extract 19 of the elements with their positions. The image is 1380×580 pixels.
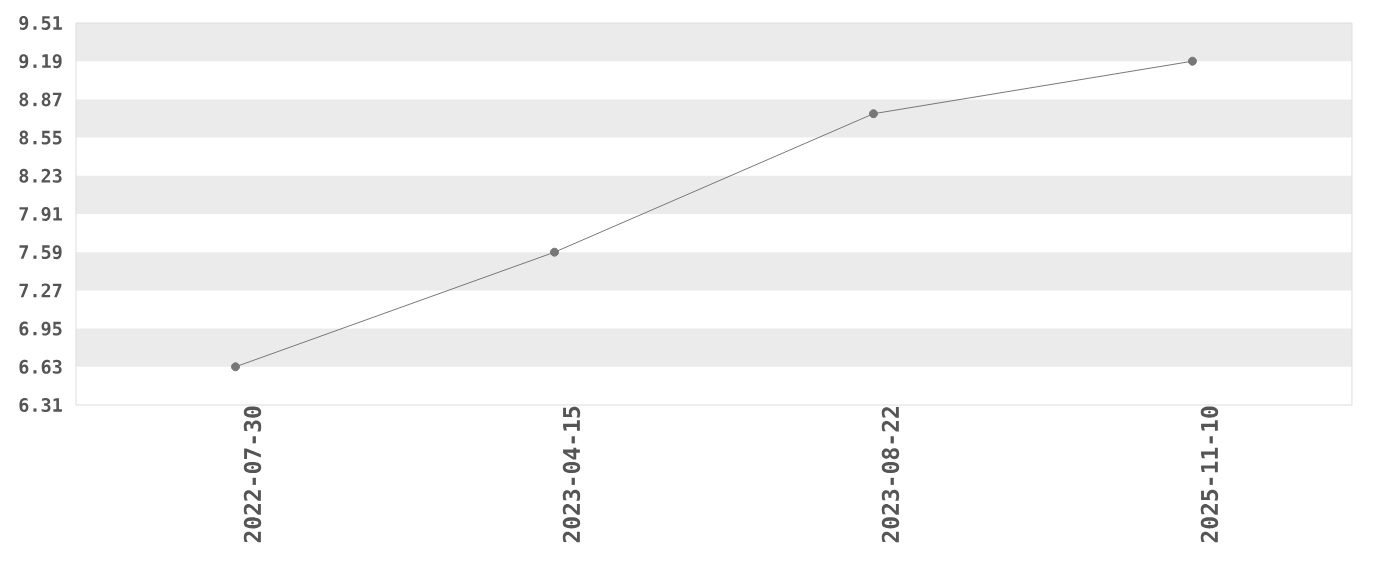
y-tick-label: 8.23	[19, 168, 62, 183]
y-tick-label: 6.95	[19, 321, 62, 336]
point	[231, 362, 241, 372]
point	[549, 247, 559, 257]
point	[868, 109, 878, 119]
y-tick-label: 7.91	[19, 207, 62, 221]
y-tick-label: 9.51	[19, 16, 62, 30]
x-tick-label: 2022-07-30	[243, 406, 262, 543]
x-tick-label: 2023-08-22	[881, 407, 900, 543]
y-tick-label: 6.31	[19, 397, 62, 412]
y-tick-label: 8.87	[19, 92, 62, 107]
y-tick-label: 9.19	[19, 54, 62, 69]
x-tick-label: 2025-11-10	[1200, 406, 1219, 543]
x-tick-label: 2023-04-15	[562, 406, 581, 543]
y-tick-label: 8.55	[19, 130, 62, 145]
y-tick-label: 6.63	[19, 359, 62, 374]
point	[1187, 56, 1197, 66]
y-tick-label: 7.59	[19, 245, 62, 260]
y-tick-label: 7.27	[19, 283, 62, 298]
